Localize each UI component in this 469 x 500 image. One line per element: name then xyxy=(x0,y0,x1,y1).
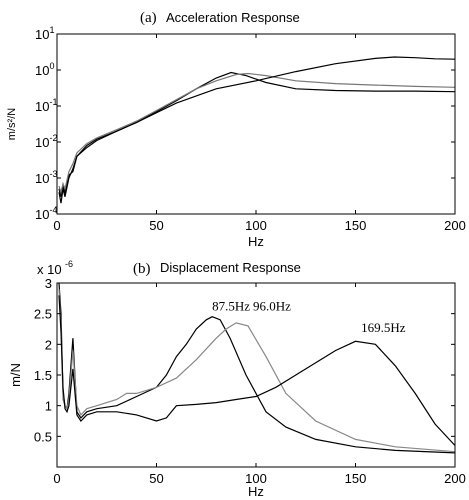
panel-b-title: Displacement Response xyxy=(160,260,301,275)
panel-b: x 10 -6 (b) Displacement Response 0 50 100… xyxy=(8,259,466,499)
panel-b-y-tick-label-2: 1.5 xyxy=(34,368,52,383)
panel-a-y-label: m/s²/N xyxy=(6,108,18,140)
panel-b-y-label: m/N xyxy=(8,363,23,387)
panel-b-series xyxy=(58,282,456,454)
panel-a-x-tick-label-1: 50 xyxy=(149,218,163,233)
panel-b-x-tick-label-3: 150 xyxy=(345,471,367,486)
panel-b-series-2-line xyxy=(58,289,456,453)
panel-b-annotation-1: 96.0Hz xyxy=(253,299,291,314)
panel-a-x-label: Hz xyxy=(248,234,264,249)
panel-b-series-3-line xyxy=(58,295,456,446)
panel-b-x-tick-label-2: 100 xyxy=(245,471,267,486)
panel-b-x-tick-label-1: 50 xyxy=(149,471,163,486)
panel-a-series xyxy=(58,56,456,204)
panel-a: (a) Acceleration Response 0 50 100 150 200 1… xyxy=(6,10,466,249)
panel-b-y-tick-label-4: 2.5 xyxy=(34,307,52,322)
panel-b-x-ticks: 0 50 100 150 200 xyxy=(53,283,466,486)
panel-b-exponent-power: -6 xyxy=(65,259,73,269)
panel-b-y-tick-label-0: 0.5 xyxy=(34,429,52,444)
panel-b-series-1-line xyxy=(58,282,456,454)
panel-a-series-2-line xyxy=(58,72,456,195)
panel-a-y-tick-label-4: 100 xyxy=(35,61,54,78)
panel-a-x-tick-label-4: 200 xyxy=(444,218,466,233)
panel-a-series-1-line xyxy=(58,71,456,197)
panel-a-y-tick-label-1: 10-3 xyxy=(35,169,57,186)
panel-b-x-label: Hz xyxy=(248,484,264,499)
panel-b-y-tick-label-5: 3 xyxy=(45,276,52,291)
panel-b-title-letter: (b) xyxy=(133,261,151,277)
panel-a-title: Acceleration Response xyxy=(166,10,300,25)
panel-a-series-3-line xyxy=(58,56,456,204)
panel-b-y-ticks: 0.5 1 1.5 2 2.5 3 xyxy=(34,276,455,444)
panel-b-annotation-0: 87.5Hz xyxy=(212,299,250,314)
panel-b-annotation-2: 169.5Hz xyxy=(361,320,406,335)
panel-b-y-tick-label-1: 1 xyxy=(45,399,52,414)
panel-a-y-ticks: 10-4 10-3 10-2 10-1 100 101 xyxy=(35,25,455,222)
panel-a-x-tick-label-2: 100 xyxy=(245,218,267,233)
panel-b-x-tick-label-4: 200 xyxy=(444,471,466,486)
panel-b-annotations: 87.5Hz 96.0Hz 169.5Hz xyxy=(212,299,406,335)
panel-a-x-tick-label-0: 0 xyxy=(53,218,60,233)
panel-b-x-tick-label-0: 0 xyxy=(53,471,60,486)
panel-a-x-ticks: 0 50 100 150 200 xyxy=(53,34,466,233)
panel-a-title-letter: (a) xyxy=(140,10,157,26)
panel-a-y-tick-label-5: 101 xyxy=(35,25,54,42)
panel-a-y-tick-label-3: 10-1 xyxy=(35,97,57,114)
panel-b-exponent-base: x 10 xyxy=(37,262,62,277)
panel-a-y-tick-label-2: 10-2 xyxy=(35,133,57,150)
panel-b-y-tick-label-3: 2 xyxy=(45,337,52,352)
panel-a-x-tick-label-3: 150 xyxy=(345,218,367,233)
panel-a-frame xyxy=(56,33,456,215)
panel-a-y-tick-label-0: 10-4 xyxy=(35,205,57,222)
